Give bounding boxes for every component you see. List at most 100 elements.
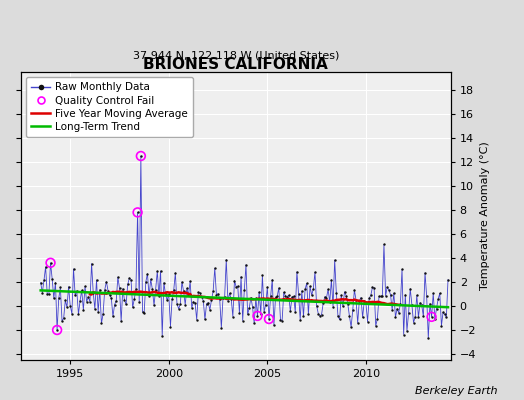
Point — [138, 309, 147, 315]
Point — [161, 291, 170, 297]
Point — [114, 274, 122, 280]
Point — [68, 310, 76, 317]
Point — [381, 292, 390, 299]
Point — [166, 324, 174, 330]
Point — [127, 276, 135, 283]
Point — [73, 288, 81, 294]
Point — [242, 262, 250, 268]
Point — [304, 311, 313, 318]
Point — [163, 297, 171, 304]
Point — [209, 288, 217, 294]
Point — [358, 314, 367, 321]
Point — [331, 257, 339, 263]
Point — [248, 304, 257, 310]
Point — [76, 297, 84, 304]
Point — [385, 287, 393, 293]
Point — [48, 276, 57, 282]
Point — [396, 301, 405, 307]
Point — [194, 289, 203, 296]
Point — [318, 312, 326, 318]
Point — [301, 286, 309, 292]
Text: 37.944 N, 122.118 W (United States): 37.944 N, 122.118 W (United States) — [133, 50, 339, 60]
Point — [261, 302, 270, 308]
Point — [391, 314, 400, 320]
Point — [308, 292, 316, 298]
Point — [335, 316, 344, 323]
Point — [219, 295, 227, 302]
Point — [411, 314, 419, 320]
Text: Berkeley Earth: Berkeley Earth — [416, 386, 498, 396]
Point — [199, 298, 208, 304]
Point — [205, 307, 214, 313]
Point — [40, 277, 48, 284]
Point — [224, 298, 232, 304]
Point — [373, 316, 381, 322]
Point — [155, 293, 163, 299]
Point — [302, 280, 311, 286]
Point — [181, 302, 189, 308]
Point — [253, 313, 261, 319]
Point — [437, 322, 445, 329]
Point — [376, 293, 385, 300]
Point — [344, 301, 352, 308]
Point — [399, 331, 408, 338]
Point — [202, 301, 211, 307]
Point — [252, 295, 260, 302]
Point — [270, 322, 278, 328]
Point — [111, 302, 119, 308]
Point — [41, 264, 50, 270]
Point — [74, 311, 83, 317]
Point — [294, 290, 303, 297]
Point — [276, 316, 285, 323]
Point — [63, 304, 71, 310]
Point — [383, 284, 391, 290]
Point — [95, 286, 104, 293]
Point — [225, 290, 234, 297]
Point — [97, 320, 106, 327]
Point — [56, 284, 64, 291]
Point — [386, 292, 395, 298]
Point — [367, 292, 375, 298]
Point — [212, 292, 221, 298]
Point — [179, 288, 188, 294]
Point — [390, 290, 398, 296]
Point — [178, 279, 186, 285]
Point — [145, 293, 153, 299]
Point — [378, 293, 387, 300]
Point — [124, 281, 132, 288]
Point — [393, 306, 401, 312]
Point — [296, 316, 304, 323]
Point — [298, 288, 306, 294]
Point — [431, 316, 439, 322]
Point — [398, 266, 406, 272]
Point — [230, 277, 238, 284]
Point — [355, 298, 364, 304]
Point — [132, 286, 140, 292]
Point — [192, 316, 201, 323]
Point — [406, 286, 414, 292]
Point — [122, 301, 130, 308]
Point — [368, 284, 377, 290]
Point — [92, 277, 101, 283]
Point — [263, 284, 271, 290]
Point — [362, 300, 370, 306]
Point — [53, 327, 61, 333]
Point — [137, 153, 145, 159]
Point — [217, 324, 225, 331]
Point — [322, 295, 331, 301]
Point — [428, 314, 436, 320]
Point — [412, 292, 421, 298]
Point — [363, 318, 372, 325]
Point — [240, 286, 248, 293]
Point — [315, 312, 324, 319]
Point — [418, 302, 426, 309]
Point — [176, 301, 184, 307]
Point — [101, 287, 109, 293]
Point — [43, 291, 51, 298]
Point — [271, 294, 280, 300]
Point — [258, 272, 267, 278]
Point — [196, 290, 204, 296]
Point — [441, 311, 449, 318]
Point — [265, 316, 273, 322]
Point — [238, 318, 247, 324]
